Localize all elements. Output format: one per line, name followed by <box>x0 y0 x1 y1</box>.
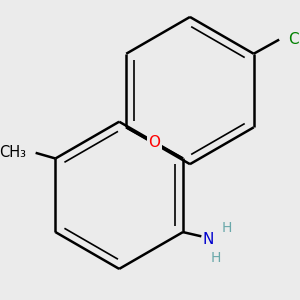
Text: H: H <box>210 250 221 265</box>
Text: CH₃: CH₃ <box>0 145 26 160</box>
Text: N: N <box>203 232 214 247</box>
Text: H: H <box>222 221 232 235</box>
Text: O: O <box>148 135 160 150</box>
Text: Cl: Cl <box>288 32 300 47</box>
